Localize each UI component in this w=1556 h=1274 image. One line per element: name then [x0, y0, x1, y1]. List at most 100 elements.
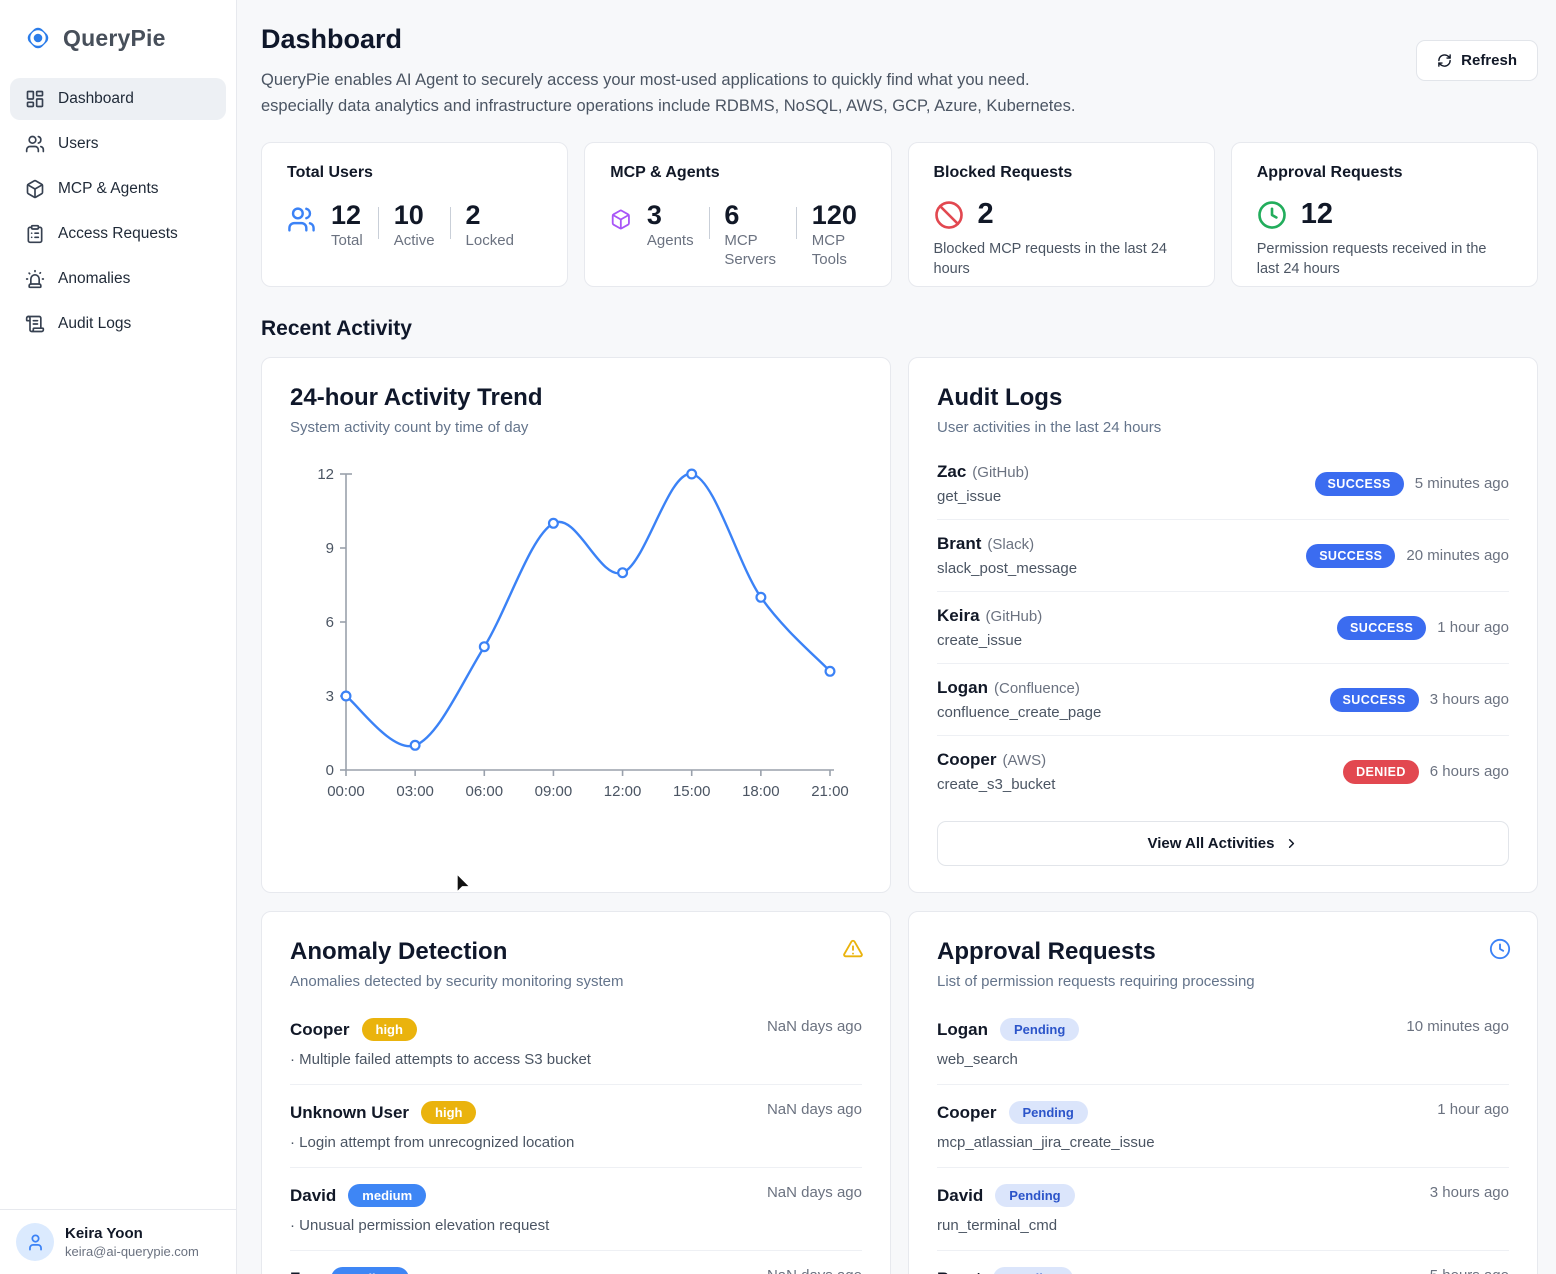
pending-badge: Pending	[995, 1184, 1075, 1208]
status-badge: DENIED	[1343, 759, 1419, 784]
audit-user-name: Logan	[937, 678, 988, 698]
stat-label: Locked	[465, 232, 514, 250]
sidebar-item-label: Anomalies	[58, 270, 131, 287]
line-chart: 0 3 6 9 12 00:00 03:00 06:00 09:00 12:00 15:00 18:0…	[317, 466, 848, 800]
severity-badge: medium	[331, 1267, 410, 1274]
sidebar-item-mcp-agents[interactable]: MCP & Agents	[10, 168, 226, 210]
timestamp: 5 minutes ago	[1414, 475, 1509, 493]
approval-action: mcp_atlassian_jira_create_issue	[937, 1134, 1155, 1152]
page-description: QueryPie enables AI Agent to securely ac…	[261, 68, 1075, 119]
refresh-label: Refresh	[1461, 52, 1517, 69]
timestamp: 3 hours ago	[1429, 691, 1509, 709]
svg-text:0: 0	[326, 762, 334, 779]
panel-subtitle: List of permission requests requiring pr…	[937, 973, 1255, 991]
svg-text:3: 3	[326, 688, 334, 705]
svg-text:03:00: 03:00	[396, 783, 434, 800]
sidebar-item-dashboard[interactable]: Dashboard	[10, 78, 226, 120]
audit-action: create_s3_bucket	[937, 776, 1056, 794]
stat-value: 2	[977, 198, 994, 231]
svg-text:15:00: 15:00	[673, 783, 711, 800]
sidebar-item-label: Audit Logs	[58, 315, 132, 332]
panel-title: Audit Logs	[937, 384, 1063, 412]
stat-value: 12	[1300, 198, 1334, 231]
sidebar-item-audit-logs[interactable]: Audit Logs	[10, 303, 226, 345]
profile-name: Keira Yoon	[65, 1225, 143, 1242]
stat-label: Agents	[646, 232, 694, 250]
sidebar: QueryPie Dashboard Users MCP & Agents Ac…	[0, 0, 237, 1274]
timestamp: 10 minutes ago	[1406, 1018, 1509, 1036]
audit-log-info: Cooper (AWS) create_s3_bucket	[937, 750, 1055, 793]
timestamp: NaN days ago	[766, 1018, 862, 1036]
users-icon	[288, 207, 315, 232]
clock-icon	[1257, 200, 1286, 229]
sidebar-item-users[interactable]: Users	[10, 123, 226, 165]
sidebar-item-label: MCP & Agents	[58, 180, 159, 197]
svg-text:9: 9	[326, 540, 334, 557]
avatar	[16, 1223, 54, 1261]
audit-log-row: Brant (Slack) slack_post_message SUCCESS …	[937, 520, 1509, 593]
audit-log-info: Keira (GitHub) create_issue	[937, 606, 1042, 649]
audit-user-name: Zac	[937, 462, 967, 482]
anomaly-description: · Unusual permission elevation request	[290, 1217, 550, 1235]
approval-user-name: Logan	[937, 1019, 988, 1039]
approval-row: Brant Pending 5 hours ago run_db_query	[937, 1251, 1509, 1274]
status-badge: SUCCESS	[1306, 543, 1396, 568]
dashboard-icon	[26, 90, 44, 108]
timestamp: NaN days ago	[766, 1184, 862, 1202]
view-all-activities-button[interactable]: View All Activities	[937, 821, 1509, 867]
anomaly-description: · Multiple failed attempts to access S3 …	[290, 1051, 591, 1069]
audit-log-row: Keira (GitHub) create_issue SUCCESS 1 hou…	[937, 592, 1509, 665]
severity-badge: high	[361, 1018, 417, 1042]
stat-value: 10	[393, 200, 424, 231]
approval-action: run_terminal_cmd	[937, 1217, 1058, 1235]
panels: 24-hour Activity Trend System activity c…	[261, 357, 1538, 1274]
cube-icon	[26, 179, 44, 199]
status-badge: SUCCESS	[1329, 687, 1419, 712]
timestamp: 1 hour ago	[1437, 1101, 1509, 1119]
page-description-line1: QueryPie enables AI Agent to securely ac…	[261, 71, 1030, 89]
stat-value: 2	[465, 200, 481, 231]
timestamp: 3 hours ago	[1429, 1184, 1509, 1202]
audit-log-info: Brant (Slack) slack_post_message	[937, 534, 1077, 577]
clock-icon	[1489, 939, 1511, 960]
svg-text:00:00: 00:00	[327, 783, 365, 800]
audit-action: slack_post_message	[937, 560, 1078, 578]
audit-log-row: Zac (GitHub) get_issue SUCCESS 5 minutes …	[937, 448, 1509, 521]
audit-user-name: Keira	[937, 606, 980, 626]
audit-log-info: Logan (Confluence) confluence_create_page	[937, 678, 1101, 721]
svg-text:06:00: 06:00	[466, 783, 504, 800]
anomaly-row: Unknown User high NaN days ago · Login a…	[290, 1085, 862, 1169]
refresh-button[interactable]: Refresh	[1416, 40, 1538, 81]
mcp-agents-card: MCP & Agents 3 Agents 6 MCP Servers 120 MCP…	[584, 142, 892, 288]
approval-row: Logan Pending 10 minutes ago web_search	[937, 1002, 1509, 1086]
audit-log-row: Logan (Confluence) confluence_create_page…	[937, 664, 1509, 737]
sidebar-nav: Dashboard Users MCP & Agents Access Requ…	[0, 78, 236, 345]
audit-action: create_issue	[937, 632, 1023, 650]
stat-value: 6	[724, 200, 740, 231]
status-badge: SUCCESS	[1314, 471, 1404, 496]
approval-list: Logan Pending 10 minutes ago web_search …	[937, 1002, 1509, 1274]
recent-activity-heading: Recent Activity	[261, 317, 412, 341]
sidebar-item-label: Access Requests	[58, 225, 178, 242]
severity-badge: medium	[348, 1184, 427, 1208]
divider	[449, 207, 451, 240]
stat-value: 3	[646, 200, 662, 231]
stat-value: 12	[331, 200, 362, 231]
user-profile[interactable]: Keira Yoon keira@ai-querypie.com	[0, 1209, 236, 1274]
approval-user-name: David	[937, 1185, 984, 1205]
sidebar-item-anomalies[interactable]: Anomalies	[10, 258, 226, 300]
audit-app-name: (Slack)	[987, 536, 1035, 554]
sidebar-item-label: Dashboard	[58, 90, 134, 107]
approval-user-name: Cooper	[937, 1102, 997, 1122]
stat-label: MCP Tools	[811, 232, 847, 269]
card-title: MCP & Agents	[610, 164, 720, 182]
main-content: Dashboard QueryPie enables AI Agent to s…	[237, 0, 1556, 1274]
sidebar-item-access-requests[interactable]: Access Requests	[10, 213, 226, 255]
timestamp: NaN days ago	[767, 1267, 862, 1274]
svg-text:6: 6	[326, 614, 334, 631]
audit-log-list: Zac (GitHub) get_issue SUCCESS 5 minutes …	[937, 448, 1509, 807]
approval-user-name: Brant	[937, 1269, 981, 1274]
approval-requests-card: Approval Requests 12 Permission requests…	[1230, 142, 1538, 288]
panel-subtitle: Anomalies detected by security monitorin…	[290, 973, 624, 991]
anomaly-list: Cooper high NaN days ago · Multiple fail…	[290, 1002, 862, 1274]
